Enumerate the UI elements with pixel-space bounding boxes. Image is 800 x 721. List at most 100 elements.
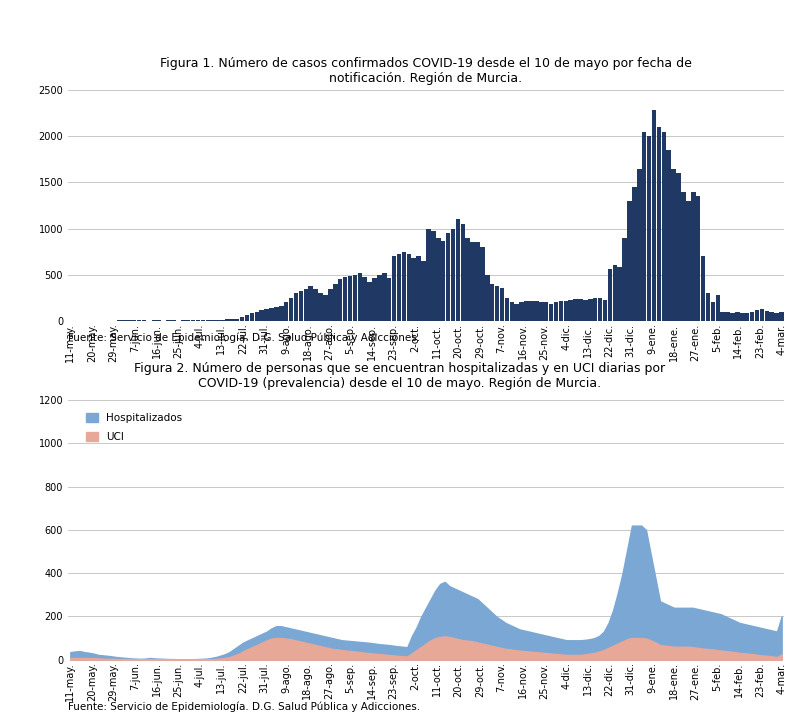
Bar — [569, 300, 573, 321]
Bar — [333, 284, 338, 321]
Bar — [402, 252, 406, 321]
Bar — [338, 279, 342, 321]
Bar — [446, 233, 450, 321]
Bar — [294, 293, 298, 321]
Bar — [652, 110, 656, 321]
Bar — [549, 304, 554, 321]
Bar — [264, 309, 269, 321]
Bar — [750, 311, 754, 321]
Bar — [710, 302, 715, 321]
Bar — [367, 282, 372, 321]
Text: Figura 2. Número de personas que se encuentran hospitalizadas y en UCI diarias p: Figura 2. Número de personas que se encu… — [134, 362, 666, 390]
Bar — [343, 277, 347, 321]
Bar — [642, 132, 646, 321]
Bar — [309, 286, 313, 321]
Bar — [539, 302, 543, 321]
Bar — [480, 247, 485, 321]
Bar — [760, 309, 764, 321]
Bar — [671, 169, 676, 321]
Bar — [259, 310, 264, 321]
Bar — [441, 241, 446, 321]
Bar — [270, 308, 274, 321]
Bar — [495, 286, 499, 321]
Bar — [431, 231, 436, 321]
Bar — [514, 304, 519, 321]
Bar — [666, 150, 671, 321]
Bar — [510, 302, 514, 321]
Bar — [392, 256, 396, 321]
Bar — [411, 258, 416, 321]
Bar — [230, 319, 234, 321]
Bar — [436, 238, 441, 321]
Bar — [583, 300, 588, 321]
Bar — [372, 278, 377, 321]
Bar — [598, 298, 602, 321]
Bar — [353, 275, 357, 321]
Bar — [701, 256, 706, 321]
Bar — [274, 307, 278, 321]
Bar — [588, 298, 593, 321]
Bar — [618, 267, 622, 321]
Bar — [505, 298, 509, 321]
Bar — [348, 275, 352, 321]
Bar — [387, 278, 391, 321]
Bar — [323, 295, 328, 321]
Bar — [490, 284, 494, 321]
Bar — [461, 224, 465, 321]
Bar — [450, 229, 455, 321]
Bar — [328, 288, 333, 321]
Bar — [647, 136, 651, 321]
Bar — [637, 169, 642, 321]
Bar — [770, 311, 774, 321]
Bar — [735, 311, 740, 321]
Bar — [730, 314, 734, 321]
Bar — [765, 311, 769, 321]
Text: Fuente: Servicio de Epidemiología. D.G. Salud Pública y Adicciones.: Fuente: Servicio de Epidemiología. D.G. … — [68, 332, 420, 343]
Bar — [774, 312, 779, 321]
Bar — [706, 293, 710, 321]
Bar — [554, 302, 558, 321]
Bar — [245, 315, 250, 321]
Bar — [235, 319, 239, 321]
Bar — [715, 295, 720, 321]
Bar — [754, 310, 759, 321]
Bar — [524, 301, 529, 321]
Bar — [602, 300, 607, 321]
Bar — [314, 288, 318, 321]
Bar — [682, 192, 686, 321]
Bar — [534, 301, 538, 321]
Text: Fuente: Servicio de Epidemiología. D.G. Salud Pública y Adicciones.: Fuente: Servicio de Epidemiología. D.G. … — [68, 702, 420, 712]
Bar — [426, 229, 430, 321]
Bar — [240, 317, 244, 321]
Bar — [686, 201, 690, 321]
Bar — [558, 301, 563, 321]
Bar — [574, 298, 578, 321]
Bar — [382, 273, 386, 321]
Bar — [726, 311, 730, 321]
Bar — [284, 302, 289, 321]
Bar — [593, 298, 598, 321]
Bar — [613, 265, 617, 321]
Bar — [279, 306, 283, 321]
Bar — [456, 219, 460, 321]
Bar — [416, 256, 421, 321]
Bar — [377, 275, 382, 321]
Bar — [466, 238, 470, 321]
Bar — [298, 291, 303, 321]
Bar — [303, 288, 308, 321]
Bar — [745, 314, 750, 321]
Bar — [740, 312, 745, 321]
Bar — [358, 273, 362, 321]
Bar — [721, 311, 725, 321]
Bar — [676, 173, 681, 321]
Title: Figura 1. Número de casos confirmados COVID-19 desde el 10 de mayo por fecha de
: Figura 1. Número de casos confirmados CO… — [160, 57, 692, 85]
Bar — [627, 201, 632, 321]
Bar — [127, 320, 131, 321]
Bar — [406, 255, 411, 321]
Bar — [563, 301, 568, 321]
Bar — [289, 298, 294, 321]
Bar — [475, 242, 480, 321]
Bar — [622, 238, 627, 321]
Bar — [632, 187, 637, 321]
Bar — [362, 277, 367, 321]
